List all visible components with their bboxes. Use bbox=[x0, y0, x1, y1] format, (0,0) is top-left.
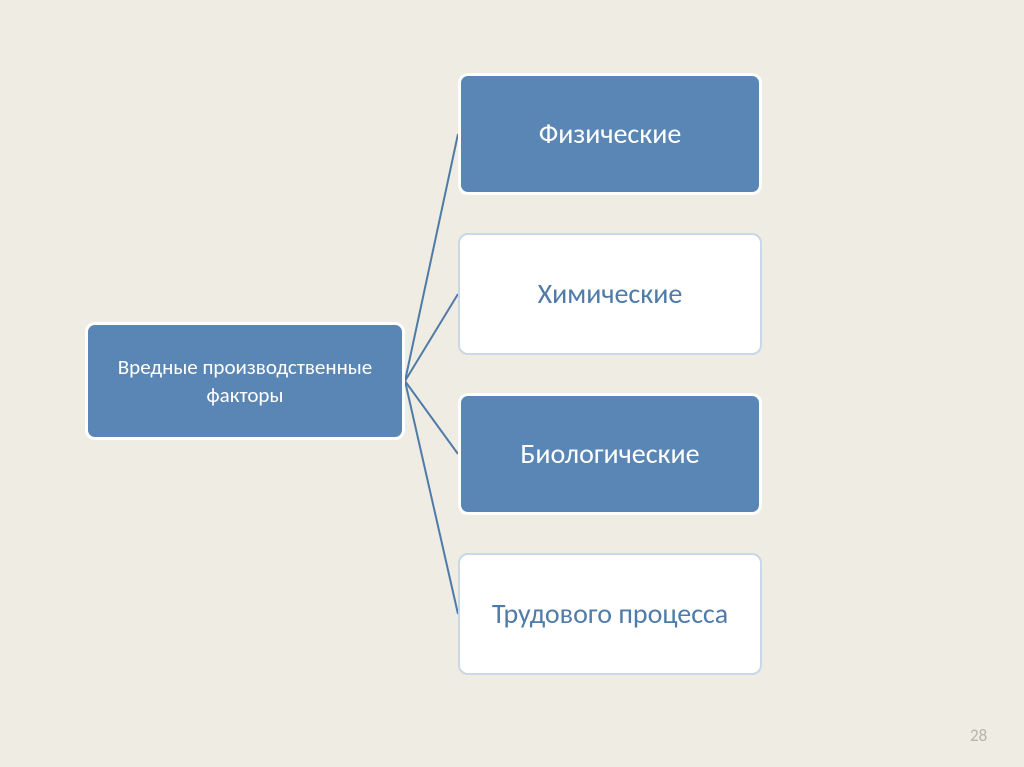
child-node-phys-label: Физические bbox=[539, 115, 682, 153]
root-node-label: Вредные производственные факторы bbox=[118, 353, 373, 410]
child-node-chem: Химические bbox=[458, 233, 762, 355]
child-node-phys: Физические bbox=[458, 73, 762, 195]
connector-phys bbox=[405, 134, 458, 381]
child-node-chem-label: Химические bbox=[538, 275, 683, 313]
child-node-bio: Биологические bbox=[458, 393, 762, 515]
child-node-bio-label: Биологические bbox=[520, 435, 699, 473]
diagram-canvas: Вредные производственные факторы Физическ… bbox=[0, 0, 1024, 767]
root-node: Вредные производственные факторы bbox=[85, 322, 405, 440]
child-node-labor: Трудового процесса bbox=[458, 553, 762, 675]
connector-chem bbox=[405, 294, 458, 381]
child-node-labor-label: Трудового процесса bbox=[492, 595, 728, 633]
page-number: 28 bbox=[970, 725, 987, 746]
